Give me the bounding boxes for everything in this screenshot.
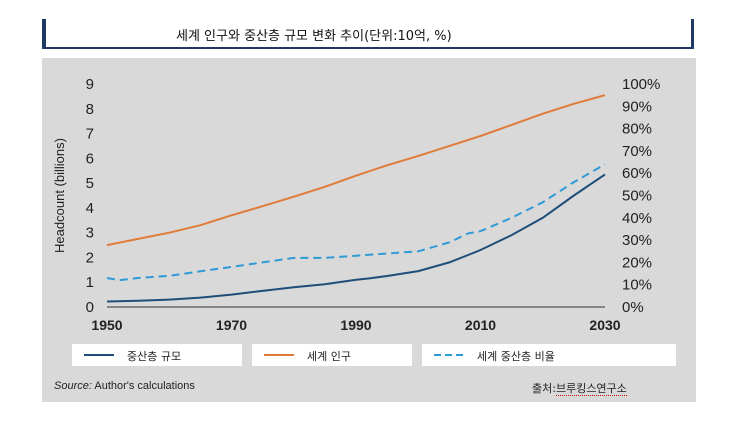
- source-note: Source: Author's calculations: [54, 380, 195, 392]
- legend-label-2: 세계 인구: [307, 350, 351, 363]
- x-tick-label: 1950: [91, 317, 122, 333]
- chart-title: 세계 인구와 중산층 규모 변화 추이(단위:10억, %): [176, 29, 452, 44]
- series-line-2: [106, 94, 606, 247]
- y-tick-label: 5: [86, 175, 94, 192]
- y-tick-label: 6: [86, 150, 94, 167]
- legend-swatch-3: [434, 354, 464, 356]
- y2-tick-label: 100%: [622, 76, 660, 93]
- y-tick-label: 7: [86, 126, 94, 143]
- y-tick-label: 3: [86, 225, 94, 242]
- y2-tick-label: 70%: [622, 143, 652, 160]
- series-line-1: [106, 173, 606, 303]
- chart-panel: 0 1 2 3 4 5 6 7 8 9 0% 10% 20% 30% 40% 50% 60% 70% 80% 90%…: [42, 58, 696, 402]
- y-tick-label: 0: [86, 299, 94, 316]
- x-tick-label: 1970: [216, 317, 247, 333]
- y-tick-label: 1: [86, 274, 94, 291]
- x-tick-label: 2030: [589, 317, 620, 333]
- series-line-3: [106, 163, 606, 282]
- source-prefix: Source:: [54, 380, 92, 392]
- y-tick-label: 4: [86, 200, 94, 217]
- legend-box-3: 세계 중산층 비율: [422, 344, 676, 366]
- credit-note: 출처:브루킹스연구소: [532, 380, 627, 396]
- y2-tick-label: 90%: [622, 98, 652, 115]
- y2-tick-label: 50%: [622, 188, 652, 205]
- y2-tick-label: 20%: [622, 254, 652, 271]
- legend-label-1: 중산층 규모: [127, 350, 182, 363]
- y2-tick-label: 60%: [622, 165, 652, 182]
- title-bar: 세계 인구와 중산층 규모 변화 추이(단위:10억, %): [42, 19, 694, 49]
- y-tick-label: 2: [86, 249, 94, 266]
- x-tick-label: 2010: [465, 317, 496, 333]
- y2-tick-label: 80%: [622, 121, 652, 138]
- legend-box-2: 세계 인구: [252, 344, 412, 366]
- credit-prefix: 출처:: [532, 382, 556, 395]
- y2-tick-label: 0%: [622, 299, 644, 316]
- y2-tick-label: 30%: [622, 232, 652, 249]
- legend-box-1: 중산층 규모: [72, 344, 242, 366]
- x-tick-label: 1990: [340, 317, 371, 333]
- chart-svg: 0 1 2 3 4 5 6 7 8 9 0% 10% 20% 30% 40% 50% 60% 70% 80% 90%…: [52, 76, 660, 333]
- credit-name: 브루킹스연구소: [555, 382, 627, 396]
- legend-swatch-1: [84, 354, 114, 356]
- y2-tick-label: 10%: [622, 277, 652, 294]
- y-tick-label: 9: [86, 76, 94, 93]
- source-text: Author's calculations: [91, 380, 195, 392]
- legend-label-3: 세계 중산층 비율: [477, 350, 555, 363]
- y2-tick-label: 40%: [622, 210, 652, 227]
- legend-swatch-2: [264, 354, 294, 356]
- y-axis-label: Headcount (billions): [52, 138, 67, 253]
- y-tick-label: 8: [86, 101, 94, 118]
